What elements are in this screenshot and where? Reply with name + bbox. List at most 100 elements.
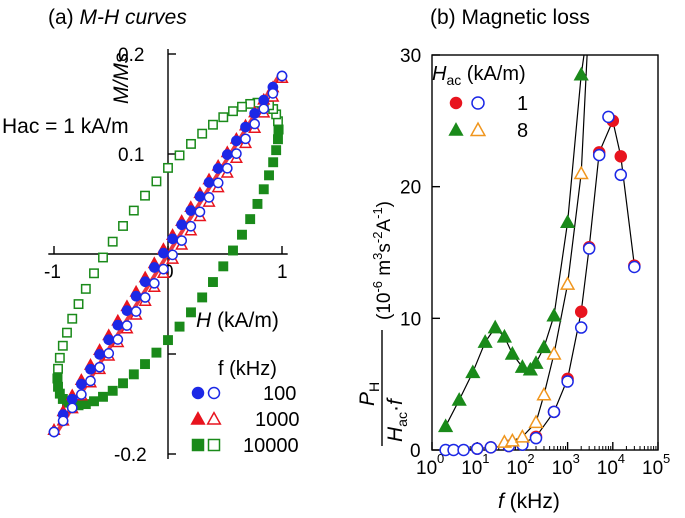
data-point bbox=[118, 378, 128, 389]
data-point bbox=[276, 70, 288, 82]
data-point bbox=[470, 442, 484, 455]
legend-label-10000: 10000 bbox=[243, 435, 299, 457]
data-point bbox=[273, 134, 283, 145]
legend: Hac (kA/m) 1 8 bbox=[432, 63, 528, 142]
y-tick-label: 0.1 bbox=[118, 145, 144, 166]
data-point bbox=[167, 233, 178, 245]
data-point bbox=[477, 334, 493, 348]
legend-markers bbox=[190, 386, 222, 452]
data-point bbox=[614, 168, 628, 182]
x-tick-label: 0 bbox=[163, 262, 174, 283]
data-point bbox=[197, 292, 208, 303]
data-point bbox=[85, 375, 96, 387]
data-point bbox=[151, 347, 162, 358]
data-point bbox=[496, 328, 513, 343]
data-point bbox=[85, 363, 96, 375]
data-point bbox=[522, 361, 538, 376]
data-point bbox=[514, 428, 530, 443]
data-point bbox=[194, 206, 206, 218]
legend-title: f (kHz) bbox=[218, 358, 277, 380]
data-point bbox=[186, 307, 196, 318]
data-point bbox=[582, 242, 596, 255]
data-point bbox=[573, 165, 589, 180]
data-point bbox=[112, 334, 124, 345]
data-point bbox=[602, 110, 615, 124]
data-point bbox=[121, 320, 133, 331]
y-tick-label: 20 bbox=[400, 178, 421, 199]
panel-b-title: (b) Magnetic loss bbox=[430, 6, 590, 29]
data-point bbox=[268, 157, 279, 168]
x-tick-label: 10 bbox=[416, 458, 437, 479]
data-point bbox=[52, 373, 63, 384]
data-point bbox=[67, 313, 78, 324]
data-point bbox=[258, 94, 270, 106]
data-point bbox=[139, 276, 151, 288]
axis-ticks: -1 0 1 0.1 0.2 -0.2 bbox=[44, 45, 288, 466]
svg-text:Hac·f: Hac·f bbox=[384, 397, 410, 442]
data-point bbox=[484, 441, 498, 454]
x-tick-label: 10 bbox=[552, 458, 573, 479]
data-point bbox=[536, 386, 552, 401]
legend-title: Hac (kA/m) bbox=[432, 63, 526, 88]
fit-curve-1 bbox=[477, 118, 635, 450]
data-point bbox=[258, 103, 270, 115]
y-tick-label: 0.2 bbox=[118, 45, 144, 66]
x-tick-exponent: 4 bbox=[618, 451, 625, 466]
x-tick-label: -1 bbox=[44, 262, 61, 283]
data-point bbox=[94, 349, 105, 360]
data-point bbox=[174, 321, 185, 332]
data-point bbox=[546, 307, 562, 322]
data-point bbox=[457, 443, 470, 457]
data-point bbox=[504, 346, 520, 360]
data-point bbox=[130, 290, 142, 302]
x-tick-exponent: 3 bbox=[573, 451, 580, 466]
data-point bbox=[561, 375, 574, 388]
y-tick-label: 30 bbox=[400, 46, 421, 67]
data-point bbox=[267, 88, 279, 99]
y-axis-label: M/Ms bbox=[110, 52, 133, 104]
x-tick-label: 1 bbox=[277, 262, 288, 283]
data-point bbox=[546, 346, 562, 360]
data-point bbox=[140, 359, 150, 370]
data-point bbox=[103, 348, 115, 359]
legend-marker-green bbox=[448, 122, 464, 136]
y-axis-label: PH Hac·f (10-6 m3s-2A-1) bbox=[356, 201, 410, 446]
x-tick-exponent: 2 bbox=[527, 451, 534, 466]
data-point bbox=[504, 432, 520, 447]
data-point bbox=[240, 133, 251, 145]
series-1-kA/m-filled bbox=[470, 114, 641, 455]
data-point bbox=[252, 198, 263, 209]
series-8-kA/m-filled bbox=[438, 66, 589, 433]
x-tick-label: 10 bbox=[506, 458, 527, 479]
data-point bbox=[80, 283, 91, 294]
data-point bbox=[89, 268, 99, 279]
legend: f (kHz) 100 1000 10000 bbox=[190, 358, 300, 457]
data-point bbox=[128, 205, 139, 216]
x-tick-exponent: 1 bbox=[482, 451, 489, 466]
data-point bbox=[514, 359, 530, 373]
data-point bbox=[528, 414, 544, 429]
data-point bbox=[574, 305, 588, 318]
y-tick-label: -0.2 bbox=[114, 445, 147, 466]
data-point bbox=[438, 418, 454, 433]
data-point bbox=[66, 393, 78, 405]
legend-marker-open bbox=[207, 438, 221, 452]
legend-marker-orange bbox=[469, 121, 487, 137]
data-point bbox=[174, 150, 185, 161]
data-point bbox=[249, 118, 260, 130]
legend-marker-blue bbox=[471, 96, 485, 110]
data-point bbox=[237, 229, 247, 240]
data-point bbox=[240, 121, 251, 133]
legend-label-8: 8 bbox=[517, 120, 528, 142]
panel-b-magnetic-loss: (b) Magnetic loss 10 0 10 1 10 2 10 3 10 4 10 50102… bbox=[356, 6, 670, 513]
x-tick-exponent: 5 bbox=[663, 451, 670, 466]
x-tick-label: 10 bbox=[461, 458, 482, 479]
data-point bbox=[560, 214, 576, 229]
data-point bbox=[245, 214, 256, 225]
data-point bbox=[98, 252, 108, 263]
data-point bbox=[197, 128, 208, 139]
data-point bbox=[62, 327, 72, 338]
data-point bbox=[186, 138, 196, 149]
legend-label-1000: 1000 bbox=[255, 409, 300, 431]
